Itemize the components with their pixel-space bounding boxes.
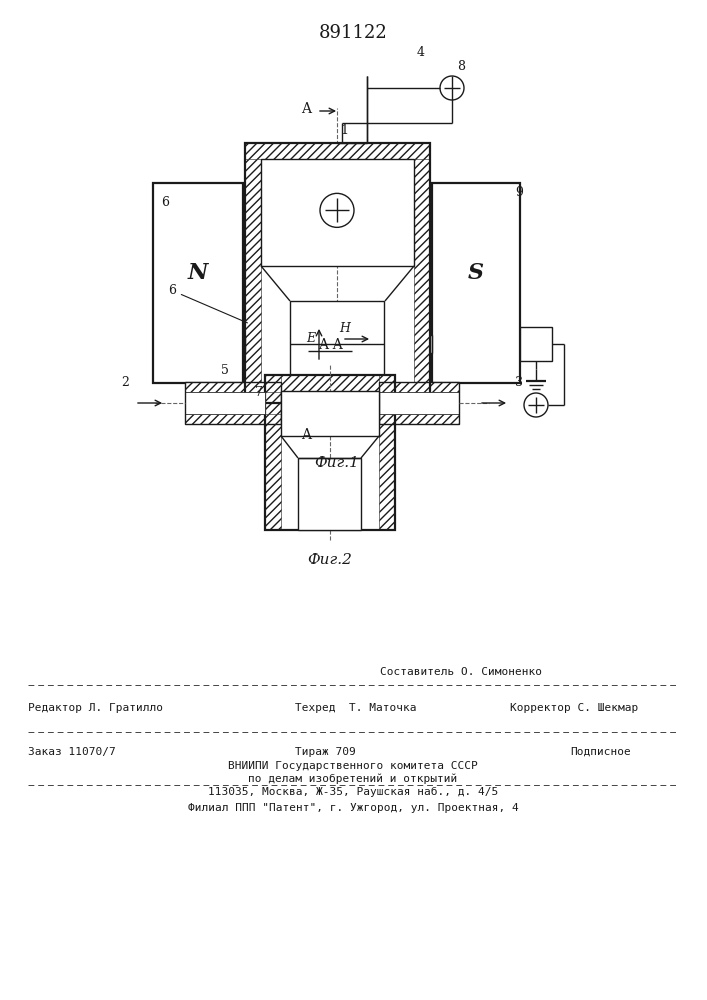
Text: S: S [468,262,484,284]
Bar [298,458,361,530]
Circle shape [524,393,548,417]
Text: 5: 5 [221,364,229,377]
Bar [185,382,281,424]
Bar [245,387,430,403]
Text: N: N [188,262,208,284]
Text: Подписное: Подписное [570,747,631,757]
Circle shape [320,193,354,227]
Text: 9: 9 [515,186,523,200]
Bar [245,143,261,403]
Bar [430,335,432,353]
Text: A: A [301,428,311,442]
Text: 3: 3 [515,376,523,389]
Bar [414,143,430,403]
Bar [379,392,459,414]
Bar [245,143,430,403]
Text: 6: 6 [161,196,169,210]
Bar [520,327,552,361]
Text: Филиал ППП "Патент", г. Ужгород, ул. Проектная, 4: Филиал ППП "Патент", г. Ужгород, ул. Про… [187,803,518,813]
Bar [379,382,459,392]
Text: A-A: A-A [317,338,342,352]
Text: 4: 4 [417,46,425,60]
Bar [265,375,395,530]
Bar [185,414,281,424]
Bar [261,159,414,266]
Text: ВНИИПИ Государственного комитета СССР: ВНИИПИ Государственного комитета СССР [228,761,478,771]
Text: Фиг.2: Фиг.2 [308,553,352,567]
Text: по делам изобретений и открытий: по делам изобретений и открытий [248,774,457,784]
Text: Составитель О. Симоненко: Составитель О. Симоненко [380,667,542,677]
Text: H: H [339,322,351,334]
Bar [379,414,459,424]
Bar [281,391,379,436]
Text: Редактор Л. Гратилло: Редактор Л. Гратилло [28,703,163,713]
Text: E: E [306,332,315,346]
Bar [265,375,395,391]
Text: 2: 2 [121,376,129,389]
Bar [379,375,395,530]
Text: A: A [301,102,311,116]
Text: Корректор С. Шекмар: Корректор С. Шекмар [510,703,638,713]
Text: 7: 7 [255,386,263,399]
Bar [243,335,245,353]
Circle shape [440,76,464,100]
Text: 1: 1 [340,124,348,137]
Bar [153,183,243,383]
Bar [290,301,384,387]
Bar [185,382,281,392]
Text: Заказ 11070/7: Заказ 11070/7 [28,747,116,757]
Text: 8: 8 [457,60,465,73]
Text: 891122: 891122 [319,24,387,42]
Text: Тираж 709: Тираж 709 [295,747,356,757]
Bar [245,143,430,159]
Text: Фиг.1: Фиг.1 [315,456,359,470]
Text: 6: 6 [168,284,247,323]
Bar [432,183,520,383]
Text: Техред  Т. Маточка: Техред Т. Маточка [295,703,416,713]
Bar [265,375,281,530]
Text: 113035, Москва, Ж-35, Раушская наб., д. 4/5: 113035, Москва, Ж-35, Раушская наб., д. … [208,787,498,797]
Bar [185,392,265,414]
Bar [379,382,459,424]
